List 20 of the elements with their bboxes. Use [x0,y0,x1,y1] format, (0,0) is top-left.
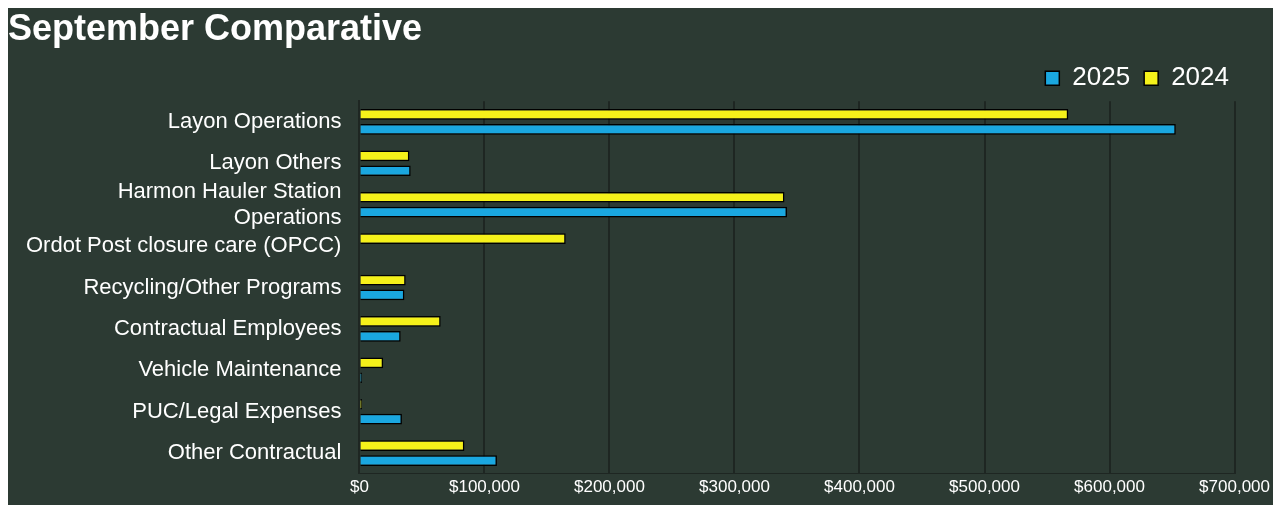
y-tick-label: Other Contractual [167,439,342,465]
x-tick-label: $700,000 [1199,476,1270,496]
y-tick-label: Layon Operations [167,107,342,133]
x-tick-label: $200,000 [574,476,645,496]
x-tick-label: $0 [349,476,369,496]
chart-title: September Comparative [8,6,423,48]
x-tick-label: $300,000 [699,476,770,496]
x-tick-label: $500,000 [949,476,1020,496]
x-tick-label: $100,000 [448,476,520,496]
legend-label: 2025 [1072,61,1131,92]
y-tick-label: Contractual Employees [113,314,342,340]
y-tick-label: PUC/Legal Expenses [132,397,342,423]
legend-label: 2024 [1171,61,1229,92]
y-tick-label: Recycling/Other Programs [83,273,342,299]
x-tick-label: $600,000 [1074,476,1145,496]
y-tick-label: Layon Others [209,149,342,175]
y-tick-label: Harmon Hauler Station Operations [117,177,342,229]
y-tick-label: Ordot Post closure care (OPCC) [25,232,342,258]
y-tick-label: Vehicle Maintenance [138,356,342,382]
x-tick-label: $400,000 [824,476,895,496]
